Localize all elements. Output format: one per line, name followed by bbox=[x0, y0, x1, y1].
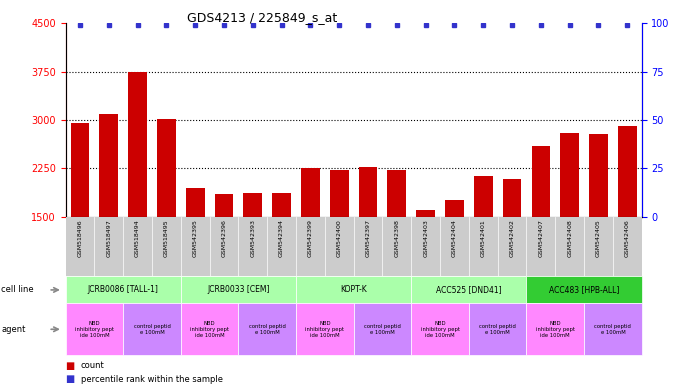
Text: NBD
inhibitory pept
ide 100mM: NBD inhibitory pept ide 100mM bbox=[190, 321, 229, 338]
Text: GSM542406: GSM542406 bbox=[625, 219, 630, 257]
Bar bbox=[70, 123, 89, 314]
Text: cell line: cell line bbox=[1, 285, 34, 295]
Text: GSM518495: GSM518495 bbox=[164, 219, 169, 257]
Text: GSM542403: GSM542403 bbox=[423, 219, 428, 257]
Text: control peptid
e 100mM: control peptid e 100mM bbox=[480, 324, 516, 335]
Text: GSM542404: GSM542404 bbox=[452, 219, 457, 257]
Text: GSM542396: GSM542396 bbox=[221, 219, 226, 257]
Text: percentile rank within the sample: percentile rank within the sample bbox=[81, 375, 223, 384]
Bar bbox=[560, 133, 579, 314]
Bar bbox=[531, 146, 550, 314]
Text: ■: ■ bbox=[66, 374, 75, 384]
Text: JCRB0033 [CEM]: JCRB0033 [CEM] bbox=[207, 285, 270, 295]
Text: NBD
inhibitory pept
ide 100mM: NBD inhibitory pept ide 100mM bbox=[420, 321, 460, 338]
Bar bbox=[157, 119, 176, 314]
Text: count: count bbox=[81, 361, 104, 370]
Text: ■: ■ bbox=[66, 361, 75, 371]
Text: control peptid
e 100mM: control peptid e 100mM bbox=[134, 324, 170, 335]
Text: agent: agent bbox=[1, 325, 26, 334]
Text: KOPT-K: KOPT-K bbox=[340, 285, 367, 295]
Text: GSM542398: GSM542398 bbox=[395, 219, 400, 257]
Text: control peptid
e 100mM: control peptid e 100mM bbox=[249, 324, 286, 335]
Text: control peptid
e 100mM: control peptid e 100mM bbox=[595, 324, 631, 335]
Text: GSM542405: GSM542405 bbox=[596, 219, 601, 257]
Bar bbox=[215, 194, 233, 314]
Bar bbox=[244, 193, 262, 314]
Text: NBD
inhibitory pept
ide 100mM: NBD inhibitory pept ide 100mM bbox=[75, 321, 114, 338]
Text: GDS4213 / 225849_s_at: GDS4213 / 225849_s_at bbox=[187, 12, 337, 25]
Text: GSM542397: GSM542397 bbox=[366, 219, 371, 257]
Bar bbox=[445, 200, 464, 314]
Bar bbox=[128, 71, 147, 314]
Bar bbox=[503, 179, 522, 314]
Bar bbox=[301, 169, 319, 314]
Text: GSM518496: GSM518496 bbox=[77, 219, 82, 257]
Text: GSM518494: GSM518494 bbox=[135, 219, 140, 257]
Text: ACC483 [HPB-ALL]: ACC483 [HPB-ALL] bbox=[549, 285, 619, 295]
Text: GSM542408: GSM542408 bbox=[567, 219, 572, 257]
Bar bbox=[416, 210, 435, 314]
Text: GSM542395: GSM542395 bbox=[193, 219, 197, 257]
Text: GSM542394: GSM542394 bbox=[279, 219, 284, 257]
Bar bbox=[618, 126, 637, 314]
Text: GSM542401: GSM542401 bbox=[481, 219, 486, 257]
Text: GSM542400: GSM542400 bbox=[337, 219, 342, 257]
Bar bbox=[186, 188, 204, 314]
Text: GSM518497: GSM518497 bbox=[106, 219, 111, 257]
Text: ACC525 [DND41]: ACC525 [DND41] bbox=[436, 285, 502, 295]
Bar bbox=[388, 170, 406, 314]
Bar bbox=[273, 193, 291, 314]
Text: GSM542393: GSM542393 bbox=[250, 219, 255, 257]
Text: GSM542399: GSM542399 bbox=[308, 219, 313, 257]
Text: GSM542402: GSM542402 bbox=[510, 219, 515, 257]
Text: control peptid
e 100mM: control peptid e 100mM bbox=[364, 324, 401, 335]
Bar bbox=[474, 176, 493, 314]
Bar bbox=[359, 167, 377, 314]
Bar bbox=[589, 134, 608, 314]
Text: GSM542407: GSM542407 bbox=[538, 219, 543, 257]
Bar bbox=[330, 170, 348, 314]
Text: NBD
inhibitory pept
ide 100mM: NBD inhibitory pept ide 100mM bbox=[535, 321, 575, 338]
Text: JCRB0086 [TALL-1]: JCRB0086 [TALL-1] bbox=[88, 285, 159, 295]
Bar bbox=[99, 114, 118, 314]
Text: NBD
inhibitory pept
ide 100mM: NBD inhibitory pept ide 100mM bbox=[305, 321, 344, 338]
